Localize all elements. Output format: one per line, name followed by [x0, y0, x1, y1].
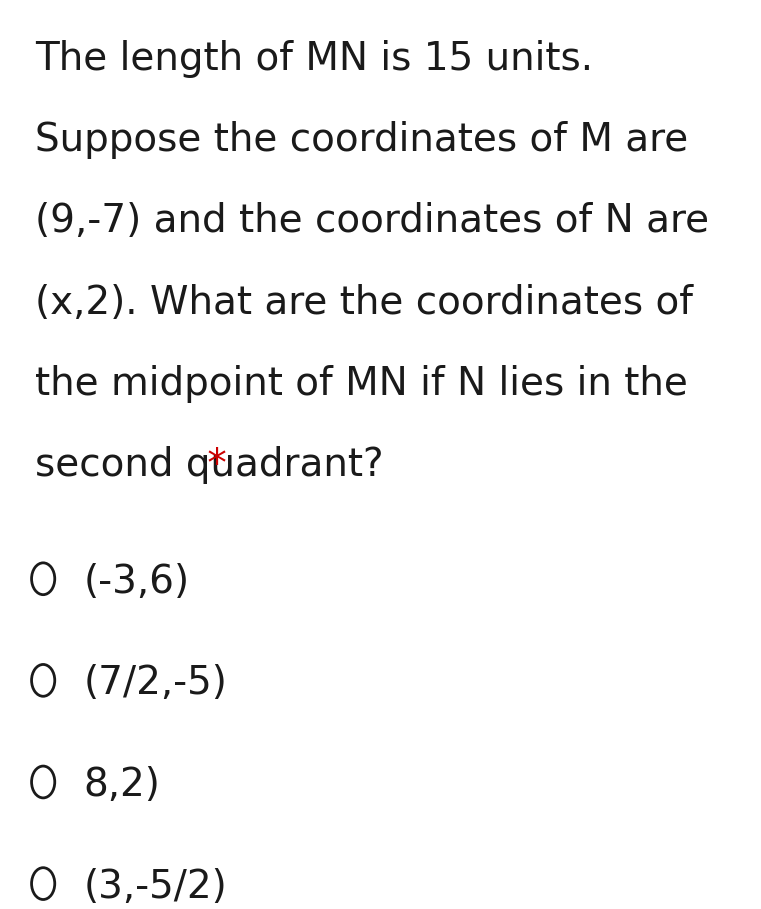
Text: The length of MN is 15 units.: The length of MN is 15 units.	[36, 40, 594, 78]
Text: (7/2,-5): (7/2,-5)	[84, 664, 228, 703]
Text: (3,-5/2): (3,-5/2)	[84, 868, 228, 905]
Text: Suppose the coordinates of M are: Suppose the coordinates of M are	[36, 121, 689, 159]
Text: the midpoint of MN if N lies in the: the midpoint of MN if N lies in the	[36, 365, 688, 403]
Text: (x,2). What are the coordinates of: (x,2). What are the coordinates of	[36, 284, 693, 322]
Text: *: *	[195, 446, 227, 484]
Text: (9,-7) and the coordinates of N are: (9,-7) and the coordinates of N are	[36, 203, 709, 240]
Text: (-3,6): (-3,6)	[84, 563, 190, 601]
Text: second quadrant?: second quadrant?	[36, 446, 384, 484]
Text: 8,2): 8,2)	[84, 766, 161, 804]
